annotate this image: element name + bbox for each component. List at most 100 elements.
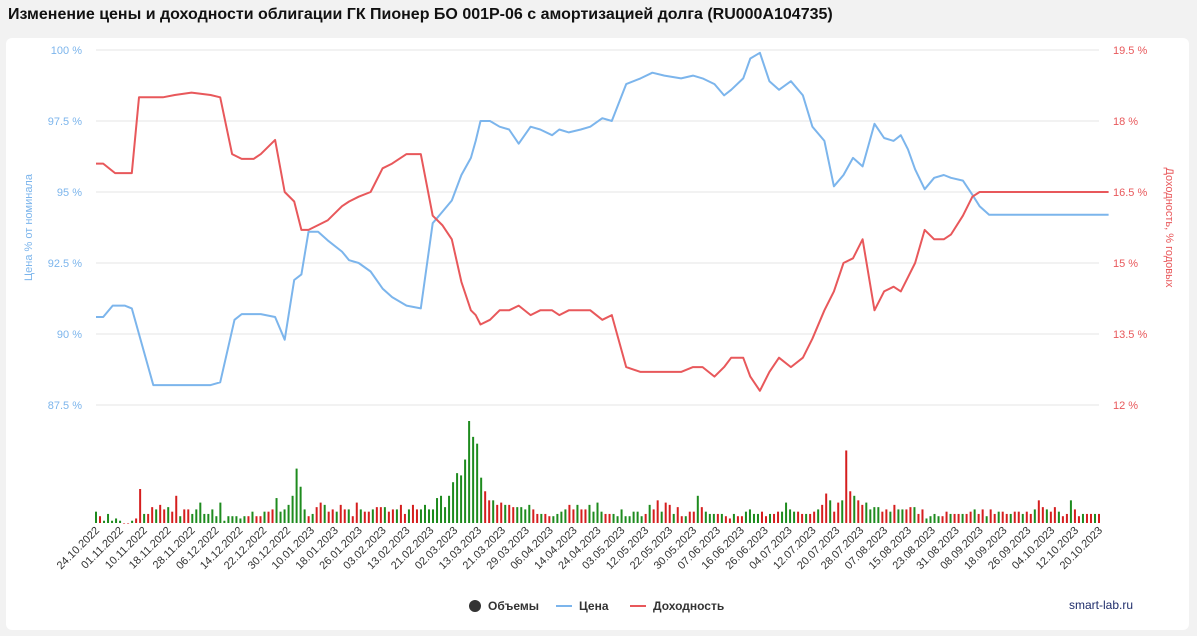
volume-bar [143, 513, 146, 523]
volume-bar [484, 491, 487, 523]
volume-bar [95, 511, 97, 523]
volume-bar [187, 509, 190, 523]
volume-bar [295, 468, 298, 523]
volume-bar [1005, 513, 1008, 523]
volume-bar [676, 507, 679, 523]
volume-bar [488, 500, 491, 523]
volume-bar [271, 509, 274, 523]
volume-bar [628, 516, 631, 523]
volume-bar [568, 504, 571, 523]
legend-volume-label: Объемы [488, 599, 539, 613]
volume-bar [1049, 511, 1052, 523]
volume-bar [620, 509, 623, 523]
volume-bar [1029, 513, 1032, 523]
volume-bar [524, 509, 527, 523]
volume-bar [395, 509, 398, 523]
volume-bar [419, 509, 422, 523]
volume-bar [223, 520, 226, 523]
volume-bar [299, 486, 302, 523]
volume-bar [500, 502, 503, 523]
volume-bar [283, 509, 286, 523]
volume-bar [692, 511, 695, 523]
volume-bar [636, 511, 639, 523]
volume-bar [339, 504, 342, 523]
volume-bar [744, 511, 747, 523]
volume-bar [889, 511, 892, 523]
volume-bar [752, 513, 755, 523]
volume-bar [873, 507, 876, 523]
volume-bar [99, 516, 102, 523]
volume-bar [391, 509, 394, 523]
volume-bar [311, 513, 314, 523]
volume-bar [448, 495, 451, 523]
volume-bar [756, 513, 759, 523]
volume-bar [604, 513, 607, 523]
volume-bar [680, 516, 683, 523]
volume-bar [151, 507, 154, 523]
volume-bar [813, 511, 816, 523]
volume-bar [191, 513, 194, 523]
volume-bar [857, 500, 860, 523]
volume-bar [797, 511, 800, 523]
volume-bar [251, 511, 254, 523]
volume-bar [540, 513, 543, 523]
volume-bar [809, 513, 812, 523]
volume-bar [247, 516, 250, 523]
volume-bar [941, 516, 944, 523]
volume-bar [127, 523, 130, 524]
volume-bar [845, 450, 848, 523]
volume-bar [303, 509, 306, 523]
volume-bar [748, 509, 751, 523]
volume-bar [1045, 509, 1048, 523]
volume-bar [279, 511, 282, 523]
volume-bar [219, 502, 222, 523]
volume-bar [648, 504, 651, 523]
volume-bar [588, 504, 591, 523]
volume-bar [1001, 511, 1004, 523]
volume-bar [736, 516, 739, 523]
volume-bar [652, 509, 655, 523]
y-right-tick-label: 12 % [1113, 400, 1138, 412]
volume-bar [993, 513, 996, 523]
volume-bar [315, 507, 318, 523]
volume-bar [123, 523, 126, 524]
volume-bar [913, 507, 916, 523]
price-line [96, 51, 1109, 387]
volume-bar [427, 509, 430, 523]
volume-bar [211, 509, 214, 523]
volume-bar [600, 511, 603, 523]
volume-bar [708, 513, 711, 523]
volume-bar [801, 513, 804, 523]
volume-bar [359, 509, 362, 523]
volume-bar [327, 511, 330, 523]
volume-bar [1089, 513, 1092, 523]
y-left-tick-label: 97.5 % [48, 116, 82, 128]
volume-bar [323, 504, 326, 523]
volume-bar [508, 504, 511, 523]
volume-bar [612, 513, 615, 523]
volume-bar [921, 509, 924, 523]
volume-bar [343, 509, 346, 523]
volume-bar [460, 475, 463, 523]
volume-bar [777, 511, 780, 523]
volume-bar [825, 493, 828, 523]
volume-bar [732, 513, 735, 523]
legend-volume-marker [469, 600, 481, 612]
volume-bar [287, 504, 290, 523]
volume-bar [584, 509, 587, 523]
volume-bar [624, 516, 627, 523]
volume-bar [897, 509, 900, 523]
volume-bar [131, 520, 134, 523]
volume-bar [147, 513, 150, 523]
volume-bar [179, 516, 182, 523]
volume-bar [596, 502, 599, 523]
volume-bar [668, 504, 671, 523]
volume-bar [716, 513, 719, 523]
volume-bar [335, 511, 338, 523]
volume-bar [291, 495, 294, 523]
volume-bar [849, 491, 852, 523]
chart-canvas: 87.5 % 12 % 90 % 13.5 % 92.5 % 15 % 95 % 16.5 %… [23, 45, 1175, 613]
volume-bar [375, 507, 378, 523]
volume-bar [456, 473, 459, 523]
volume-bar [243, 516, 246, 523]
